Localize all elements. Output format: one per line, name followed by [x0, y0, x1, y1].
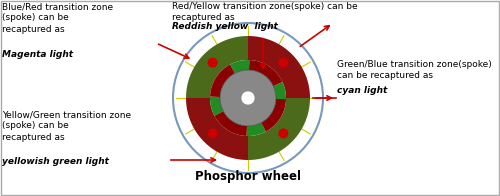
Polygon shape — [261, 99, 286, 132]
Text: Magenta light: Magenta light — [2, 50, 73, 59]
Text: Phosphor wheel: Phosphor wheel — [195, 170, 301, 183]
Text: Yellow/Green transition zone
(spoke) can be
recaptured as: Yellow/Green transition zone (spoke) can… — [2, 110, 131, 142]
Circle shape — [220, 70, 276, 126]
Circle shape — [208, 58, 218, 68]
Text: Blue/Red transition zone
(spoke) can be
recaptured as: Blue/Red transition zone (spoke) can be … — [2, 2, 113, 34]
Text: Green/Blue transition zone(spoke)
can be recaptured as: Green/Blue transition zone(spoke) can be… — [337, 60, 492, 80]
Polygon shape — [214, 111, 247, 136]
Text: yellowish green light: yellowish green light — [2, 157, 109, 166]
Polygon shape — [210, 64, 235, 97]
Circle shape — [278, 58, 288, 68]
Circle shape — [208, 128, 218, 138]
Text: Reddish yellow  light: Reddish yellow light — [172, 22, 278, 31]
Polygon shape — [248, 36, 310, 98]
Polygon shape — [186, 36, 248, 98]
Polygon shape — [246, 123, 266, 136]
Polygon shape — [210, 97, 224, 116]
Text: Red/Yellow transition zone(spoke) can be
recaptured as: Red/Yellow transition zone(spoke) can be… — [172, 2, 358, 23]
Polygon shape — [249, 60, 282, 86]
Polygon shape — [248, 98, 310, 160]
Circle shape — [278, 128, 288, 138]
Circle shape — [241, 91, 255, 105]
Polygon shape — [186, 98, 248, 160]
Polygon shape — [230, 60, 250, 73]
Text: cyan light: cyan light — [337, 86, 387, 95]
Polygon shape — [274, 82, 286, 101]
